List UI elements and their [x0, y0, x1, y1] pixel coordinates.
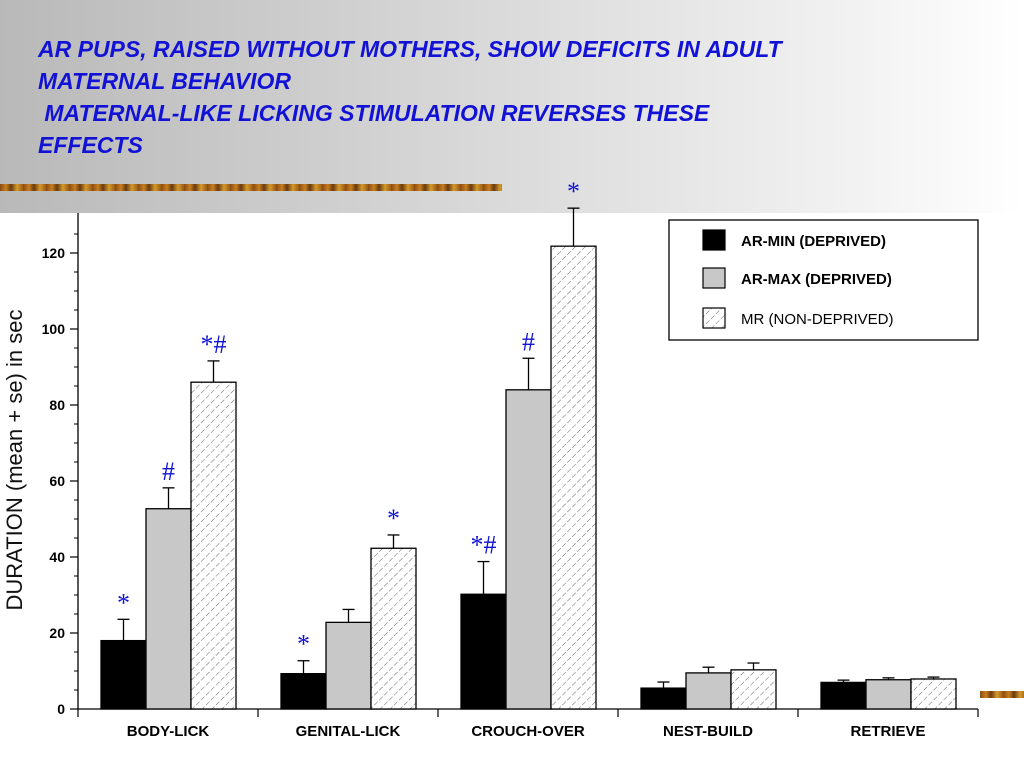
significance-marker: *# [471, 531, 497, 560]
y-tick-label: 40 [49, 549, 65, 565]
bar [910, 678, 957, 710]
x-tick-label: NEST-BUILD [663, 723, 753, 740]
legend-label: AR-MIN (DEPRIVED) [741, 233, 886, 250]
bar [820, 681, 867, 710]
x-tick-label: GENITAL-LICK [296, 723, 401, 740]
bar [280, 673, 327, 710]
y-tick-label: 80 [49, 397, 65, 413]
decorative-stripe-top [0, 184, 502, 191]
y-tick-label: 120 [42, 245, 66, 261]
significance-marker: * [297, 630, 310, 659]
significance-marker: # [162, 457, 175, 486]
bar [505, 389, 552, 710]
bar [640, 687, 687, 710]
bar [370, 547, 417, 710]
y-tick-label: 100 [42, 321, 66, 337]
bar [100, 639, 147, 710]
bar [685, 672, 732, 710]
significance-marker: # [522, 327, 535, 356]
slide-title: AR PUPS, RAISED WITHOUT MOTHERS, SHOW DE… [38, 36, 782, 158]
legend-swatch [702, 267, 726, 289]
legend-label: MR (NON-DEPRIVED) [741, 311, 894, 328]
header-band [0, 0, 1024, 213]
x-tick-label: BODY-LICK [127, 723, 210, 740]
y-tick-label: 0 [57, 701, 65, 717]
bar [730, 669, 777, 710]
significance-marker: * [117, 588, 130, 617]
significance-marker: * [567, 177, 580, 206]
legend-swatch [702, 229, 726, 251]
x-tick-label: RETRIEVE [850, 723, 925, 740]
bar [865, 679, 912, 710]
legend-swatch [702, 307, 726, 329]
significance-marker: *# [201, 330, 227, 359]
decorative-stripe-right [980, 691, 1024, 698]
legend: AR-MIN (DEPRIVED) AR-MAX (DEPRIVED) MR (NO… [668, 219, 979, 341]
bar [145, 508, 192, 710]
significance-marker: * [387, 504, 400, 533]
legend-label: AR-MAX (DEPRIVED) [741, 271, 892, 288]
y-tick-label: 60 [49, 473, 65, 489]
y-axis-label-clip: DURATION (mean + se) in sec [0, 260, 27, 660]
y-axis-label: DURATION (mean + se) in sec [2, 309, 27, 611]
bar [460, 593, 507, 710]
x-tick-label: CROUCH-OVER [471, 723, 585, 740]
y-tick-label: 20 [49, 625, 65, 641]
bar [550, 245, 597, 710]
bar [190, 381, 237, 710]
bar [325, 621, 372, 710]
